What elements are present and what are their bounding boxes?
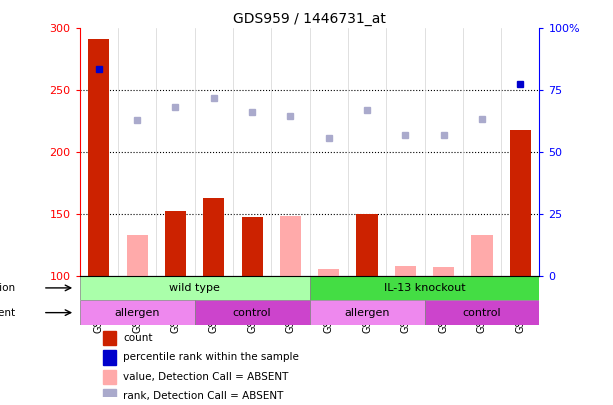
Bar	[310, 300, 424, 325]
Text: allergen: allergen	[115, 308, 160, 318]
Bar	[127, 235, 148, 275]
Text: agent: agent	[0, 308, 15, 318]
Text: control: control	[233, 308, 272, 318]
Text: allergen: allergen	[345, 308, 390, 318]
Text: IL-13 knockout: IL-13 knockout	[384, 283, 465, 293]
Text: control: control	[463, 308, 501, 318]
Bar	[433, 267, 454, 275]
Bar	[80, 300, 195, 325]
Bar	[242, 217, 262, 275]
Text: genotype/variation: genotype/variation	[0, 283, 15, 293]
Bar	[80, 275, 310, 300]
Bar	[195, 300, 310, 325]
Bar	[424, 300, 539, 325]
Bar	[310, 275, 539, 300]
Text: count: count	[123, 333, 153, 343]
Bar	[103, 389, 116, 403]
Bar	[103, 350, 116, 364]
Bar	[280, 216, 301, 275]
Bar	[88, 39, 109, 275]
Text: rank, Detection Call = ABSENT: rank, Detection Call = ABSENT	[123, 391, 284, 401]
Bar	[165, 211, 186, 275]
Bar	[471, 235, 492, 275]
Bar	[395, 266, 416, 275]
Bar	[204, 198, 224, 275]
Bar	[318, 269, 339, 275]
Bar	[103, 331, 116, 345]
Title: GDS959 / 1446731_at: GDS959 / 1446731_at	[233, 12, 386, 26]
Bar	[103, 370, 116, 384]
Bar	[510, 130, 531, 275]
Bar	[357, 214, 378, 275]
Text: wild type: wild type	[169, 283, 220, 293]
Text: percentile rank within the sample: percentile rank within the sample	[123, 352, 299, 362]
Text: value, Detection Call = ABSENT: value, Detection Call = ABSENT	[123, 372, 289, 382]
